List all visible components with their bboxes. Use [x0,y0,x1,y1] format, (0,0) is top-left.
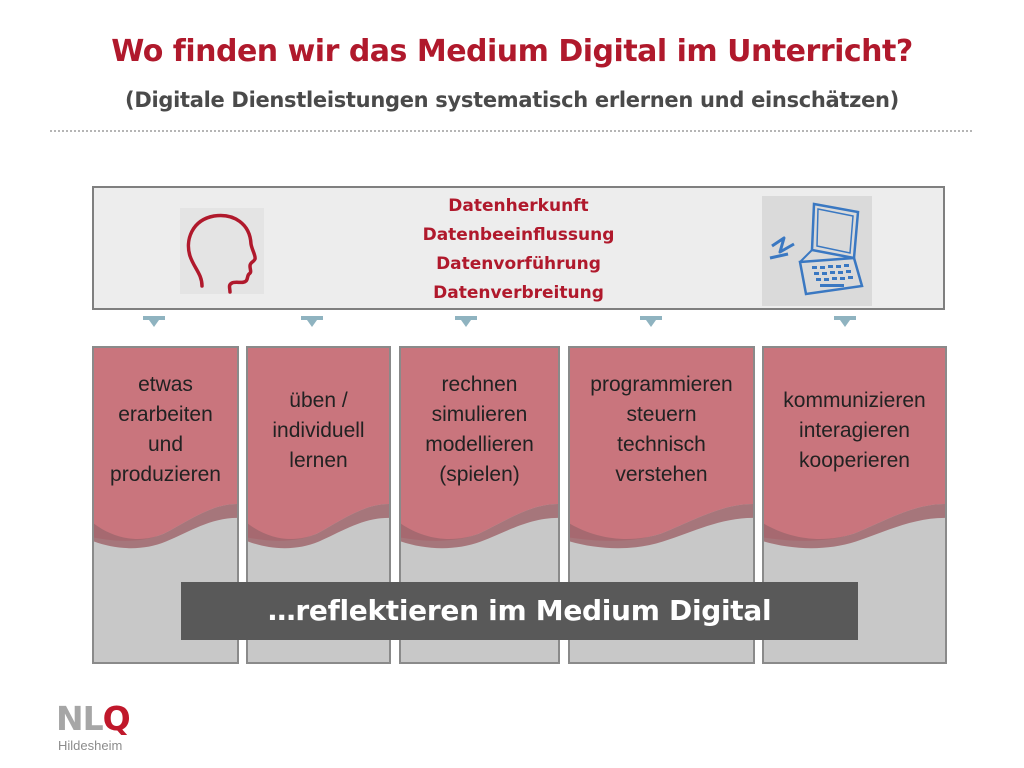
column-label: kommunizieren interagieren kooperieren [783,389,926,472]
topic-line: Datenvorführung [436,254,601,274]
data-topics-box: Datenherkunft Datenbeeinflussung Datenvo… [92,186,945,310]
down-arrow-icon [143,316,165,327]
human-head-outline-icon [180,208,264,294]
column-label: rechnen simulieren modellieren (spielen) [425,373,534,486]
page-subtitle: (Digitale Dienstleistungen systematisch … [125,88,899,112]
down-arrow-icon [455,316,477,327]
logo-subtext: Hildesheim [58,738,123,753]
nlq-logo: NLQ Hildesheim [56,700,146,756]
topic-line: Datenherkunft [448,196,589,216]
logo-text: NLQ [56,699,131,738]
down-arrow-icon [640,316,662,327]
reflection-banner: …reflektieren im Medium Digital [181,582,858,640]
dotted-divider [50,130,972,132]
page-title: Wo finden wir das Medium Digital im Unte… [111,34,913,69]
column-label: etwas erarbeiten und produzieren [110,373,221,486]
column-label: programmieren steuern technisch verstehe… [590,373,733,486]
topic-line: Datenverbreitung [433,283,604,303]
data-topics-list: Datenherkunft Datenbeeinflussung Datenvo… [94,192,943,308]
laptop-computer-icon [762,196,872,306]
down-arrow-icon [301,316,323,327]
topic-line: Datenbeeinflussung [422,225,615,245]
column-label: üben / individuell lernen [272,389,365,472]
down-arrow-icon [834,316,856,327]
